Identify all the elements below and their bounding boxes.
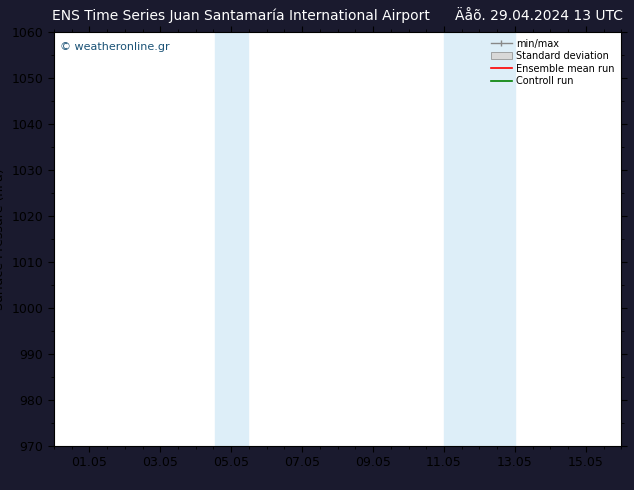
Text: ENS Time Series Juan Santamaría International Airport: ENS Time Series Juan Santamaría Internat… [52,9,430,23]
Bar [215,32,247,446]
Text: Äåõ. 29.04.2024 13 UTC: Äåõ. 29.04.2024 13 UTC [455,9,623,23]
Legend: min/max, Standard deviation, Ensemble mean run, Controll run: min/max, Standard deviation, Ensemble me… [489,37,616,88]
Bar [444,32,515,446]
Text: © weatheronline.gr: © weatheronline.gr [60,42,169,52]
Y-axis label: Surface Pressure (hPa): Surface Pressure (hPa) [0,168,6,310]
